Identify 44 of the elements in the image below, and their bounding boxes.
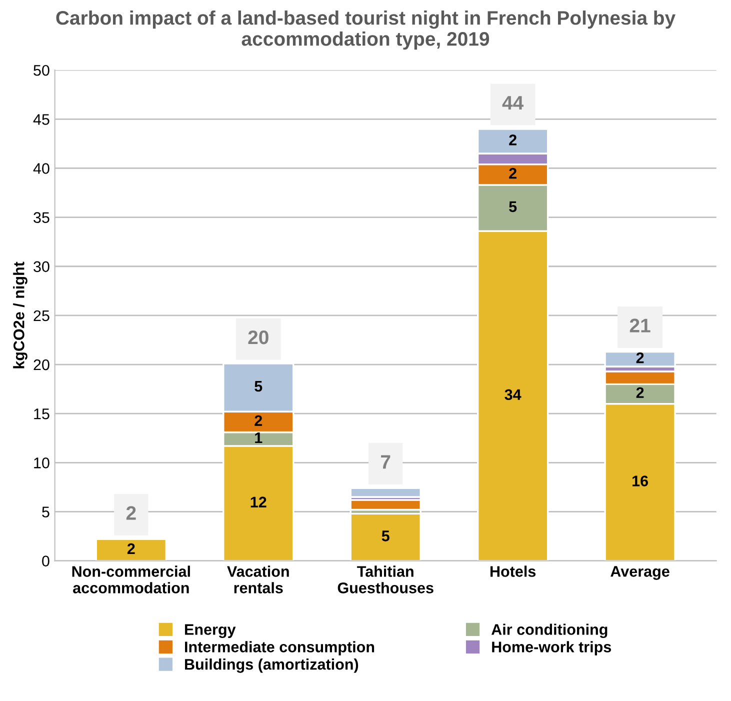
data-label: 5 bbox=[382, 530, 390, 542]
total-label: 20 bbox=[248, 330, 268, 344]
data-label: 2 bbox=[636, 387, 644, 398]
y-tick-label: 40 bbox=[33, 163, 50, 174]
legend-label: Buildings (amortization) bbox=[185, 658, 358, 673]
data-label: 12 bbox=[250, 496, 266, 508]
data-label: 2 bbox=[509, 168, 516, 179]
y-tick-label: 35 bbox=[34, 212, 50, 223]
total-label: 2 bbox=[126, 506, 136, 520]
total-label: 7 bbox=[381, 455, 390, 469]
data-label: 5 bbox=[509, 201, 517, 212]
data-label: 5 bbox=[254, 381, 262, 392]
chart-title: Carbon impact of a land-based tourist night in French Polynesia by accommodation type, 2019 bbox=[56, 10, 676, 50]
data-label: 1 bbox=[255, 432, 262, 444]
data-label: 2 bbox=[127, 543, 135, 554]
x-tick-label: Non-commercial accommodation bbox=[72, 566, 190, 594]
y-tick-label: 15 bbox=[34, 408, 50, 420]
total-label: 21 bbox=[630, 318, 650, 332]
y-axis-title: kgCO2e / night bbox=[13, 262, 28, 368]
legend-label: Energy bbox=[185, 624, 236, 638]
x-tick-label: Vacation rentals bbox=[227, 566, 289, 594]
data-label: 16 bbox=[632, 476, 648, 486]
x-tick-label: Tahitian Guesthouses bbox=[338, 566, 434, 594]
data-label: 2 bbox=[254, 415, 262, 426]
legend-label: Intermediate consumption bbox=[185, 641, 374, 656]
y-tick-label: 30 bbox=[34, 261, 50, 272]
bar bbox=[350, 487, 422, 498]
bar bbox=[350, 512, 422, 561]
x-tick-label: Hotels bbox=[490, 566, 536, 577]
legend-label: Home-work trips bbox=[492, 641, 612, 656]
total-label: 44 bbox=[502, 96, 524, 110]
y-tick-label: 10 bbox=[34, 458, 50, 468]
y-tick-label: 45 bbox=[33, 114, 50, 125]
legend-label: Air conditioning bbox=[491, 624, 608, 638]
y-tick-label: 0 bbox=[42, 556, 50, 566]
y-tick-label: 25 bbox=[34, 310, 50, 322]
data-label: 2 bbox=[636, 352, 644, 364]
data-label: 2 bbox=[509, 134, 516, 146]
y-tick-label: 20 bbox=[34, 359, 50, 370]
y-tick-label: 5 bbox=[42, 506, 50, 518]
data-label: 34 bbox=[504, 389, 522, 400]
x-tick-label: Average bbox=[610, 566, 670, 580]
y-tick-label: 50 bbox=[34, 64, 50, 76]
bar bbox=[95, 538, 167, 561]
